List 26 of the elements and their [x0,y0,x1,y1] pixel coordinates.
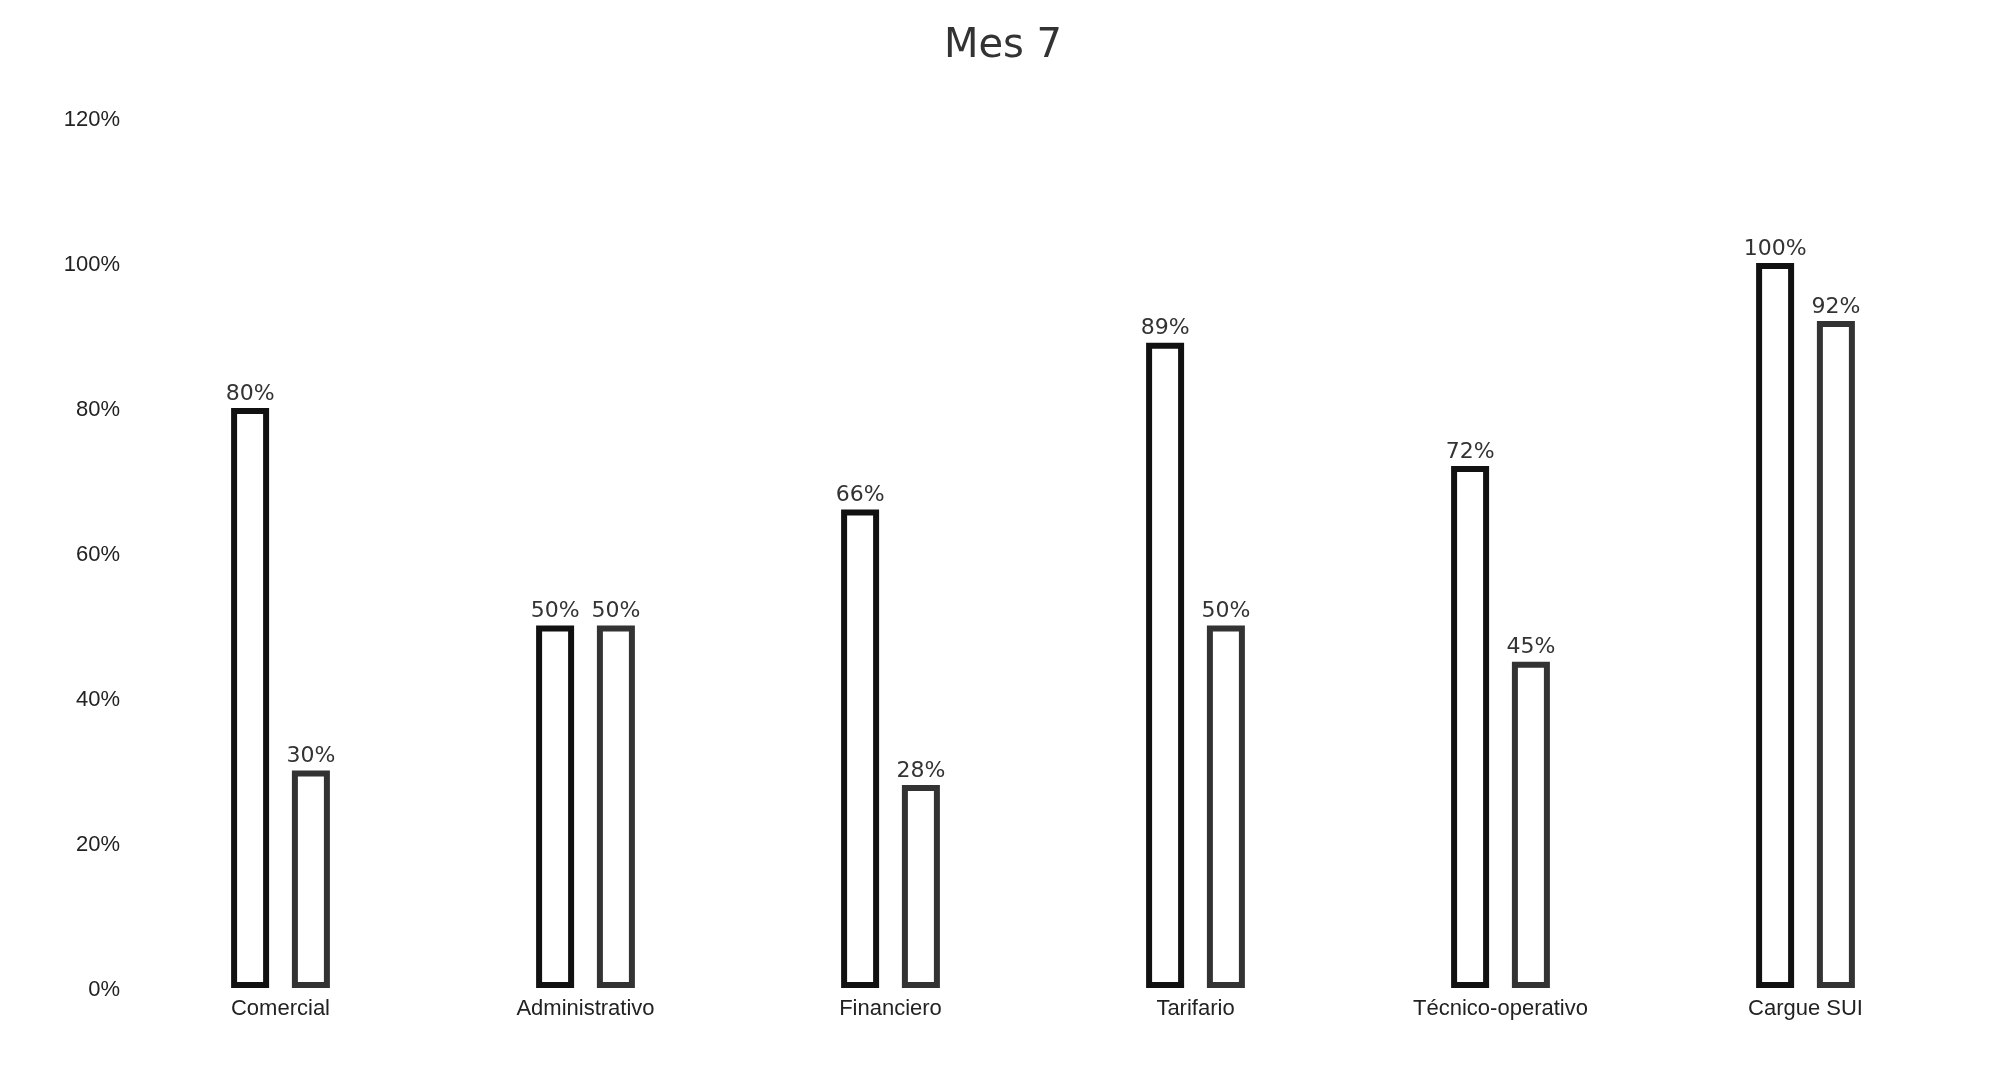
data-label: 30% [286,742,336,767]
chart-title: Mes 7 [943,20,1063,66]
data-label: 50% [1201,597,1251,622]
y-tick-label: 80% [75,395,120,421]
data-label: 50% [591,597,641,622]
x-tick-label: Financiero [839,994,942,1020]
data-label: 80% [225,379,275,405]
y-tick-label: 20% [75,830,120,856]
x-tick-label: Administrativo [516,994,655,1020]
data-label: 89% [1140,314,1190,340]
data-label: 92% [1811,292,1861,318]
x-tick-label: Comercial [230,994,331,1020]
x-tick-label: Tarifario [1156,994,1235,1020]
y-tick-label: 0% [88,975,120,1001]
data-label: 66% [835,481,885,506]
data-label: 100% [1743,234,1807,260]
y-tick-label: 100% [63,250,120,276]
data-label: 45% [1506,633,1556,659]
data-label: 28% [896,756,946,782]
y-tick-label: 60% [75,540,120,566]
x-tick-label: Técnico-operativo [1413,994,1588,1020]
y-tick-label: 40% [75,685,120,711]
x-tick-label: Cargue SUI [1748,994,1863,1020]
data-label: 72% [1445,437,1495,463]
y-tick-label: 120% [63,105,120,131]
data-label: 50% [530,597,580,622]
